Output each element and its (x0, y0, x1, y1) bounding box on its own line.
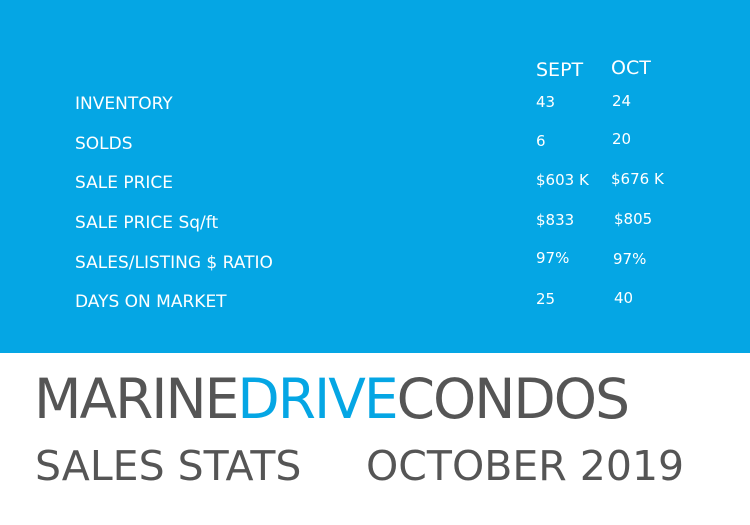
value-days-on-market-oct: 40 (614, 289, 634, 307)
value-sale-price-sqft-oct: $805 (614, 210, 653, 228)
row-label-solds: SOLDS (75, 134, 133, 154)
value-inventory-oct: 24 (612, 92, 632, 110)
value-ratio-sept: 97% (536, 249, 570, 267)
row-label-sale-price-sqft: SALE PRICE Sq/ft (75, 213, 219, 233)
value-sale-price-sqft-sept: $833 (536, 211, 575, 229)
value-solds-sept: 6 (536, 132, 546, 150)
row-label-days-on-market: DAYS ON MARKET (75, 292, 227, 312)
brand-title: MARINEDRIVECONDOS (34, 372, 630, 427)
value-ratio-oct: 97% (613, 250, 647, 268)
column-header-sept: SEPT (536, 59, 584, 81)
value-days-on-market-sept: 25 (536, 290, 556, 308)
brand-title-condos: CONDOS (396, 367, 630, 431)
row-label-sales-listing-ratio: SALES/LISTING $ RATIO (75, 253, 273, 273)
brand-title-drive: DRIVE (237, 367, 398, 431)
subtitle-sales-stats: SALES STATS (35, 442, 302, 490)
brand-title-marine: MARINE (34, 367, 239, 431)
value-inventory-sept: 43 (536, 93, 556, 111)
row-label-inventory: INVENTORY (75, 94, 173, 114)
value-sale-price-oct: $676 K (611, 170, 664, 188)
column-header-oct: OCT (611, 57, 651, 79)
value-sale-price-sept: $603 K (536, 171, 589, 189)
stats-panel: SEPT OCT INVENTORY 43 24 SOLDS 6 20 SALE… (0, 0, 750, 353)
value-solds-oct: 20 (612, 130, 632, 148)
row-label-sale-price: SALE PRICE (75, 173, 174, 193)
subtitle-date: OCTOBER 2019 (366, 442, 685, 490)
